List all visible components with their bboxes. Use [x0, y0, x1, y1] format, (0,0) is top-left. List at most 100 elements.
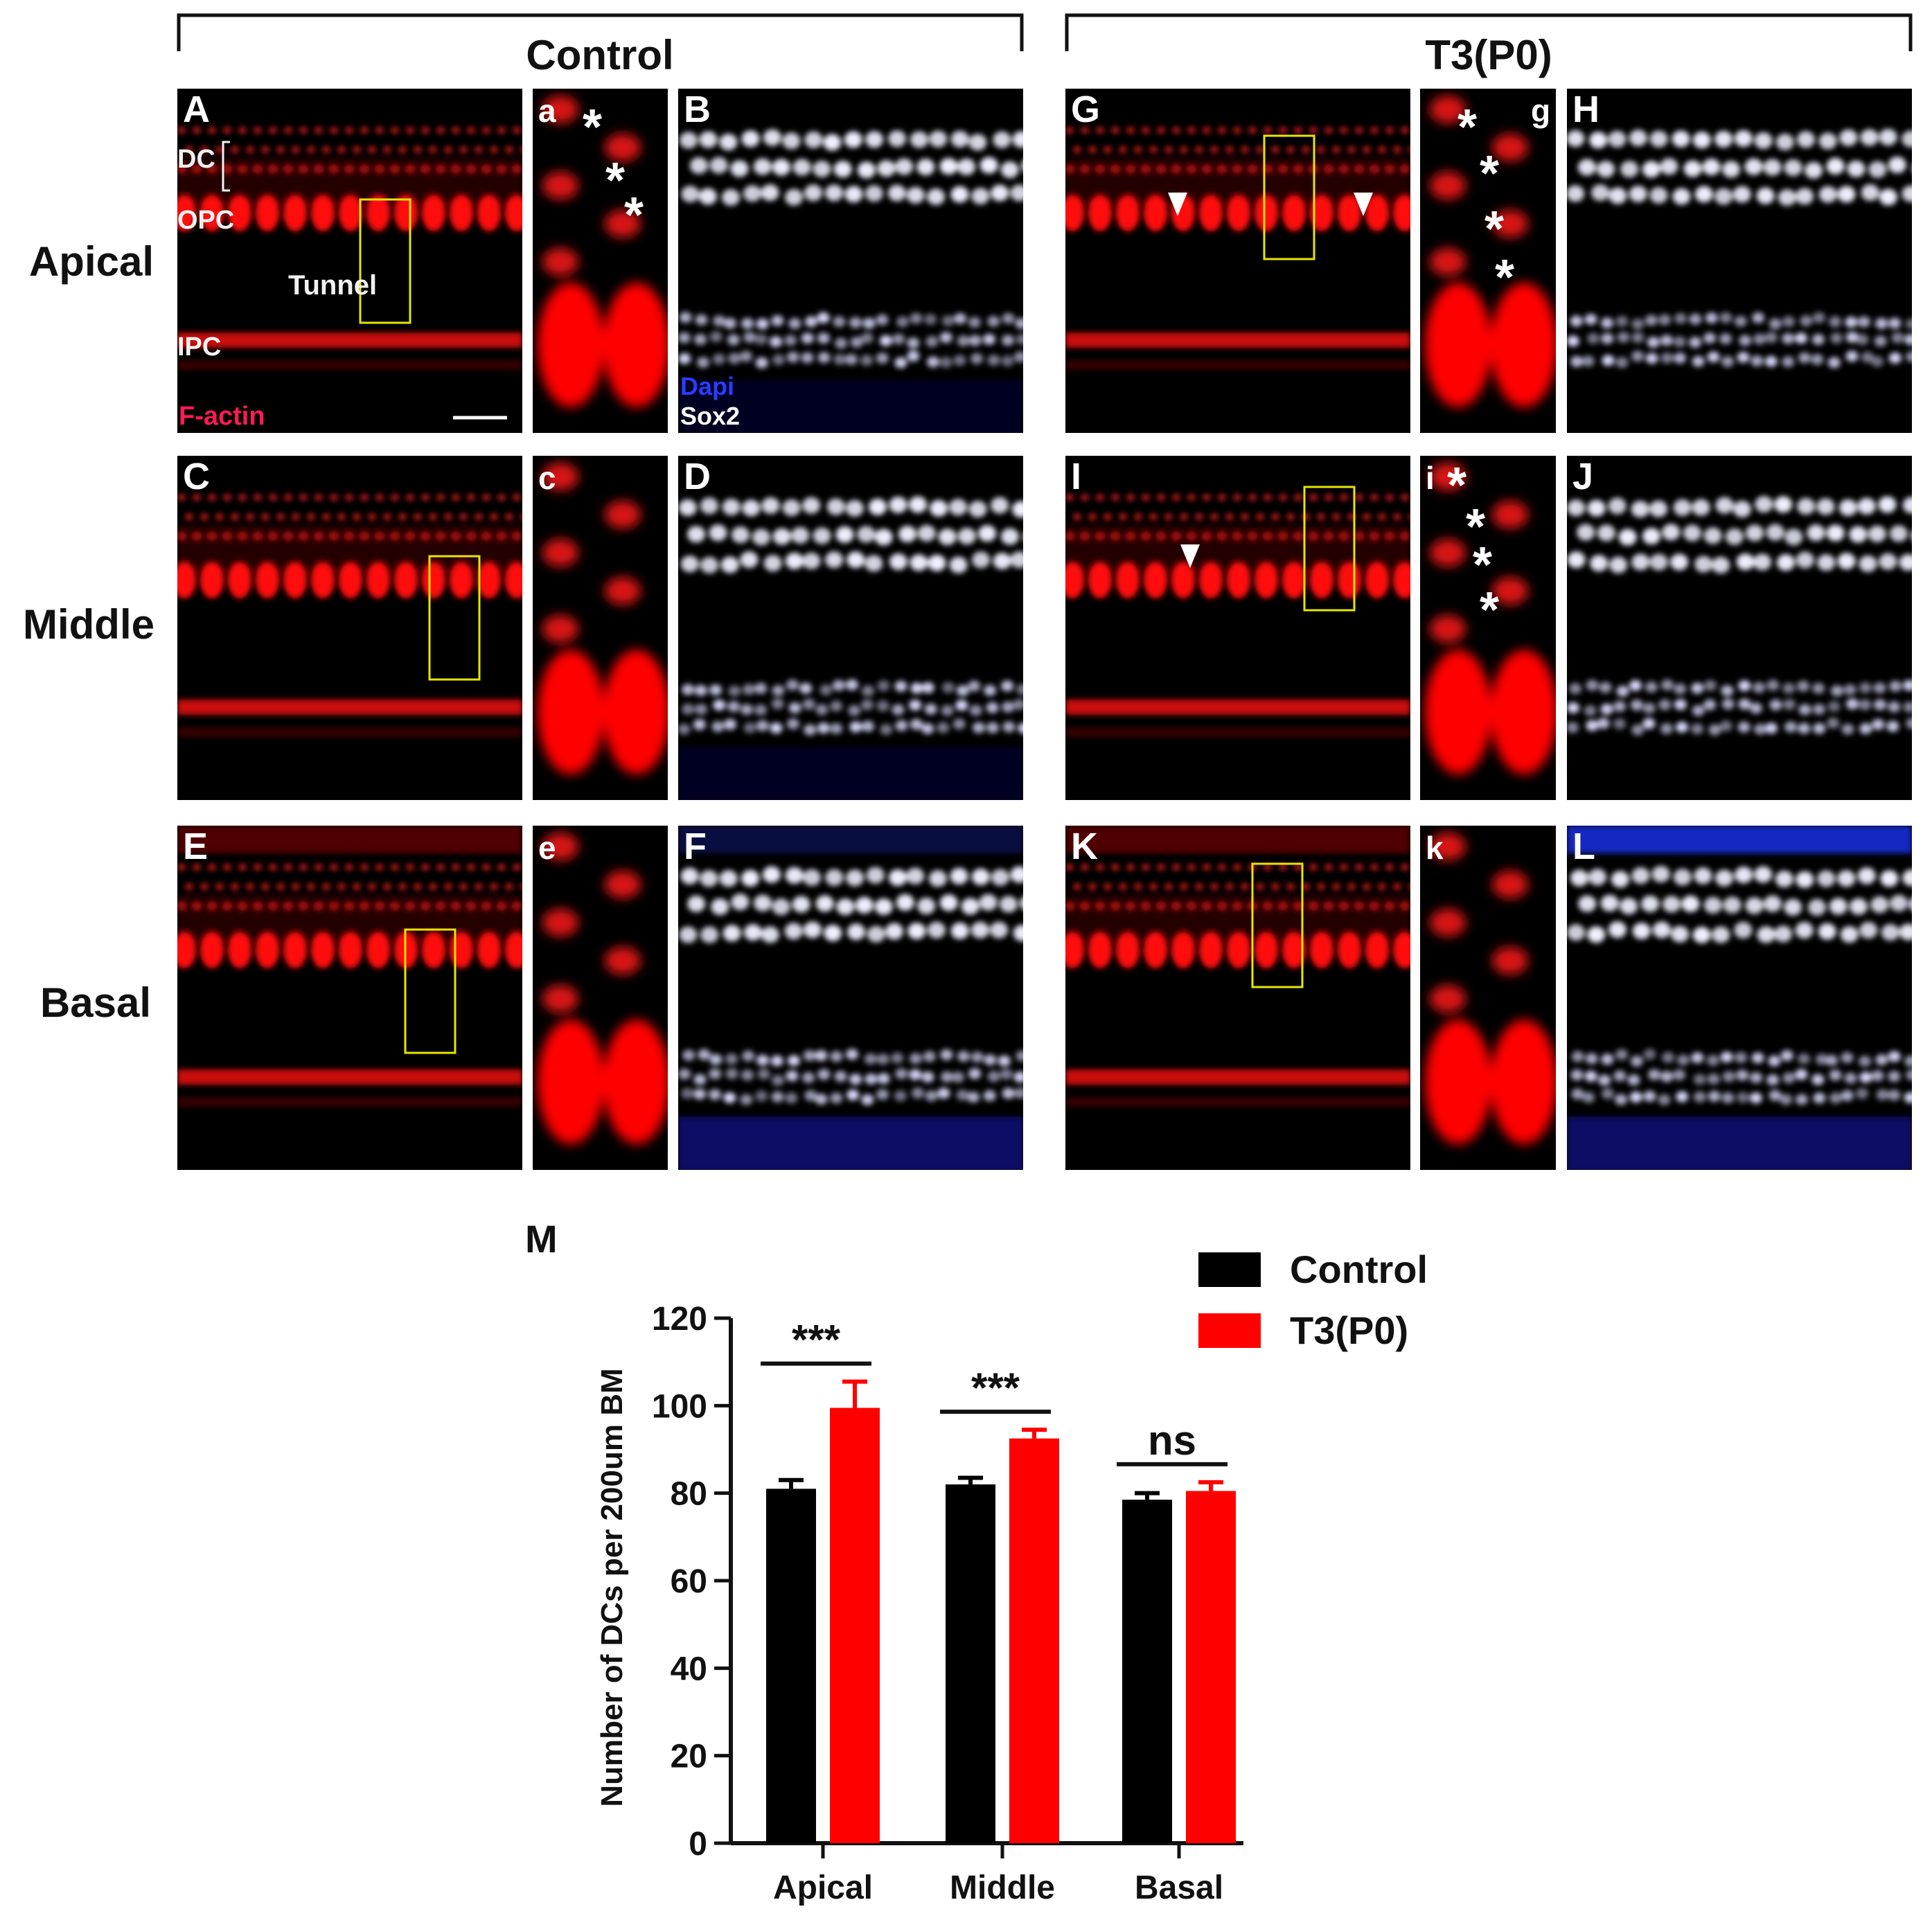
arrowhead-marker — [1180, 544, 1200, 568]
y-tick-label: 100 — [652, 1388, 707, 1425]
panel-C: C — [177, 456, 522, 800]
roi-box — [428, 555, 481, 681]
y-tick-label: 60 — [671, 1563, 707, 1600]
legend-swatch — [1198, 1252, 1261, 1287]
significance-label: *** — [792, 1317, 841, 1363]
legend-label: T3(P0) — [1290, 1308, 1408, 1352]
y-tick-label: 20 — [671, 1739, 707, 1775]
panel-letter-c: c — [538, 460, 556, 496]
panel-a: a — [533, 89, 668, 433]
t3-group-header: T3(P0) — [1065, 13, 1913, 78]
asterisk-marker: * — [1480, 583, 1499, 638]
panel-i: i — [1420, 456, 1556, 800]
bar-t3p0-apical — [830, 1408, 880, 1843]
panel-letter-a: a — [538, 93, 556, 129]
panel-L: L — [1567, 826, 1912, 1170]
row-label-basal: Basal — [40, 979, 151, 1026]
bar-t3p0-basal — [1186, 1491, 1236, 1843]
dc-bracket — [222, 141, 230, 192]
panel-b-annotations: Dapi Sox2 — [680, 372, 740, 430]
y-tick-label: 120 — [652, 1301, 707, 1338]
y-tick-label: 80 — [671, 1476, 707, 1513]
significance-label: *** — [971, 1365, 1020, 1411]
panel-G: G — [1065, 89, 1410, 433]
asterisk-marker: * — [1447, 458, 1466, 513]
panel-A: A — [177, 89, 522, 433]
panel-letter-J: J — [1572, 456, 1593, 497]
asterisk-marker: * — [1457, 100, 1477, 155]
panel-g: g — [1420, 89, 1556, 433]
panel-a-annotations: DC OPC Tunnel IPC F-actin — [177, 141, 507, 431]
panel-F: F — [678, 826, 1023, 1170]
asterisk-marker: * — [1466, 499, 1485, 555]
panel-letter-I: I — [1071, 456, 1081, 497]
panel-letter-L: L — [1572, 826, 1595, 867]
asterisk-marker: * — [624, 188, 644, 243]
panel-letter-g: g — [1531, 93, 1550, 129]
control-bracket — [177, 13, 1024, 51]
x-tick-label: Basal — [1135, 1870, 1223, 1906]
panel-E: E — [177, 826, 522, 1170]
control-title: Control — [526, 32, 673, 78]
y-tick-label: 40 — [671, 1651, 707, 1687]
panel-D: D — [678, 456, 1023, 800]
panel-K: K — [1065, 826, 1410, 1170]
panel-H: H — [1567, 89, 1912, 433]
panel-B: B — [678, 89, 1023, 433]
control-group-header: Control — [177, 13, 1024, 78]
x-tick-label: Middle — [950, 1870, 1055, 1906]
panel-letter-H: H — [1572, 89, 1599, 130]
panel-letter-i: i — [1426, 460, 1435, 496]
asterisk-marker: * — [605, 153, 625, 208]
label-dapi: Dapi — [680, 372, 734, 400]
label-sox2: Sox2 — [680, 402, 740, 430]
roi-box — [1303, 486, 1356, 612]
bar-chart-m: M 0 20 40 60 80 100 120 Number of DCs per 200um … — [525, 1217, 1428, 1906]
panel-letter-C: C — [183, 456, 210, 497]
label-factin: F-actin — [179, 402, 265, 431]
panel-k: k — [1420, 826, 1556, 1170]
label-ipc: IPC — [177, 332, 221, 362]
row-label-middle: Middle — [23, 601, 154, 648]
x-tick-label: Apical — [773, 1870, 873, 1906]
panel-letter-e: e — [538, 830, 556, 866]
panel-I: I — [1065, 456, 1410, 800]
panel-letter-k: k — [1426, 830, 1444, 866]
label-tunnel: Tunnel — [288, 270, 377, 301]
y-tick-label: 0 — [689, 1826, 707, 1863]
panel-J: J — [1567, 456, 1912, 800]
bar-control-middle — [946, 1484, 995, 1843]
roi-box — [404, 928, 457, 1054]
panel-e: e — [533, 826, 668, 1170]
panel-letter-A: A — [183, 89, 210, 130]
asterisk-marker: * — [1485, 202, 1504, 257]
t3-bracket — [1065, 13, 1913, 51]
panel-letter-F: F — [684, 826, 707, 867]
panel-letter-K: K — [1071, 826, 1098, 867]
roi-box — [1251, 862, 1304, 988]
significance-label: ns — [1148, 1417, 1196, 1464]
arrowhead-marker — [1168, 193, 1187, 216]
y-axis-label: Number of DCs per 200um BM — [595, 1368, 629, 1806]
panel-letter-G: G — [1071, 89, 1100, 130]
asterisk-marker: * — [1473, 538, 1492, 593]
legend-swatch — [1198, 1313, 1261, 1348]
panel-letter-E: E — [183, 826, 208, 867]
label-opc: OPC — [177, 206, 234, 235]
asterisk-marker: * — [1480, 146, 1499, 202]
asterisk-marker: * — [1495, 250, 1514, 305]
t3-title: T3(P0) — [1425, 32, 1552, 78]
label-dc: DC — [177, 145, 215, 174]
bar-t3p0-middle — [1009, 1438, 1059, 1843]
arrowhead-marker — [1354, 193, 1373, 216]
panel-letter-B: B — [684, 89, 711, 130]
roi-box — [359, 198, 411, 324]
bar-control-basal — [1122, 1500, 1172, 1843]
legend-label: Control — [1290, 1247, 1428, 1291]
panel-letter-D: D — [684, 456, 711, 497]
row-label-apical: Apical — [29, 238, 154, 285]
panel-letter-M: M — [525, 1217, 558, 1261]
panel-c: c — [533, 456, 668, 800]
